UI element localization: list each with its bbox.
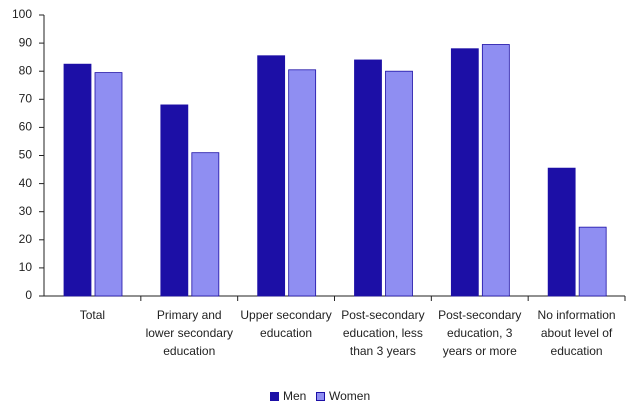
- legend-swatch: [270, 391, 279, 401]
- y-tick-label: 50: [19, 148, 33, 162]
- legend-item: Women: [316, 389, 370, 403]
- bar: [63, 63, 92, 297]
- bar: [385, 70, 413, 297]
- y-tick-label: 70: [19, 91, 33, 105]
- legend-label: Men: [283, 389, 307, 403]
- legend-swatch: [316, 391, 325, 401]
- bar: [354, 59, 382, 297]
- bar: [257, 55, 286, 297]
- x-tick-label: Post-secondary education, less than 3 ye…: [341, 308, 425, 358]
- bar: [94, 72, 123, 297]
- bar: [160, 104, 189, 297]
- y-tick-label: 30: [19, 204, 33, 218]
- bar: [450, 48, 479, 297]
- bar: [191, 152, 220, 297]
- bar: [547, 167, 576, 297]
- x-tick-label: Primary and lower secondary education: [145, 308, 233, 358]
- bar: [481, 44, 510, 297]
- y-tick-label: 80: [19, 63, 33, 77]
- y-tick-label: 0: [25, 288, 32, 302]
- x-tick-label: Post-secondary education, 3 years or mor…: [438, 308, 522, 358]
- y-tick-label: 40: [19, 176, 33, 190]
- y-tick-label: 10: [19, 260, 33, 274]
- bar: [288, 69, 317, 297]
- x-tick-label: Upper secondary education: [240, 308, 332, 340]
- legend-item: Men: [270, 389, 306, 403]
- y-tick-label: 90: [19, 35, 33, 49]
- legend-label: Women: [329, 389, 371, 403]
- y-tick-label: 60: [19, 120, 33, 134]
- y-tick-label: 20: [19, 232, 33, 246]
- x-tick-label: Total: [79, 308, 106, 322]
- bar: [578, 226, 607, 297]
- x-tick-label: No information about level of education: [537, 308, 616, 358]
- y-tick-label: 100: [12, 7, 32, 21]
